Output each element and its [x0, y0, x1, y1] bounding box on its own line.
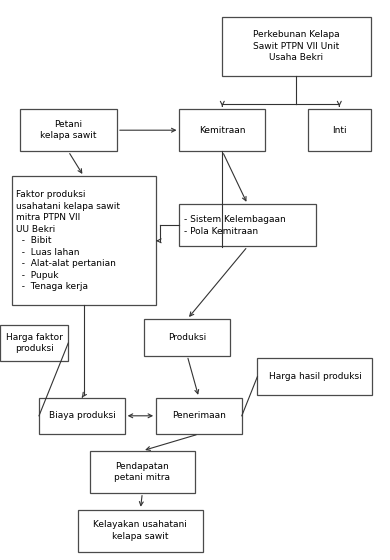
- Text: Harga faktor
produksi: Harga faktor produksi: [6, 333, 62, 353]
- FancyBboxPatch shape: [156, 398, 242, 434]
- FancyBboxPatch shape: [39, 398, 125, 434]
- FancyBboxPatch shape: [179, 109, 265, 151]
- Text: Pendapatan
petani mitra: Pendapatan petani mitra: [114, 461, 170, 482]
- FancyBboxPatch shape: [0, 325, 68, 361]
- FancyBboxPatch shape: [144, 319, 230, 356]
- FancyBboxPatch shape: [12, 176, 156, 305]
- Text: Perkebunan Kelapa
Sawit PTPN VII Unit
Usaha Bekri: Perkebunan Kelapa Sawit PTPN VII Unit Us…: [253, 30, 340, 62]
- FancyBboxPatch shape: [257, 358, 372, 395]
- FancyBboxPatch shape: [179, 204, 316, 246]
- FancyBboxPatch shape: [222, 17, 370, 76]
- FancyBboxPatch shape: [20, 109, 117, 151]
- Text: Faktor produksi
usahatani kelapa sawit
mitra PTPN VII
UU Bekri
  -  Bibit
  -  L: Faktor produksi usahatani kelapa sawit m…: [16, 190, 121, 291]
- Text: Penerimaan: Penerimaan: [172, 411, 226, 421]
- Text: - Sistem Kelembagaan
- Pola Kemitraan: - Sistem Kelembagaan - Pola Kemitraan: [184, 215, 286, 236]
- Text: Inti: Inti: [332, 125, 347, 135]
- FancyBboxPatch shape: [78, 510, 203, 552]
- Text: Produksi: Produksi: [168, 333, 206, 342]
- Text: Kemitraan: Kemitraan: [199, 125, 246, 135]
- Text: Kelayakan usahatani
kelapa sawit: Kelayakan usahatani kelapa sawit: [94, 520, 187, 541]
- FancyBboxPatch shape: [90, 451, 195, 493]
- FancyBboxPatch shape: [308, 109, 370, 151]
- Text: Biaya produksi: Biaya produksi: [48, 411, 115, 421]
- Text: Petani
kelapa sawit: Petani kelapa sawit: [40, 120, 96, 141]
- Text: Harga hasil produksi: Harga hasil produksi: [269, 372, 361, 381]
